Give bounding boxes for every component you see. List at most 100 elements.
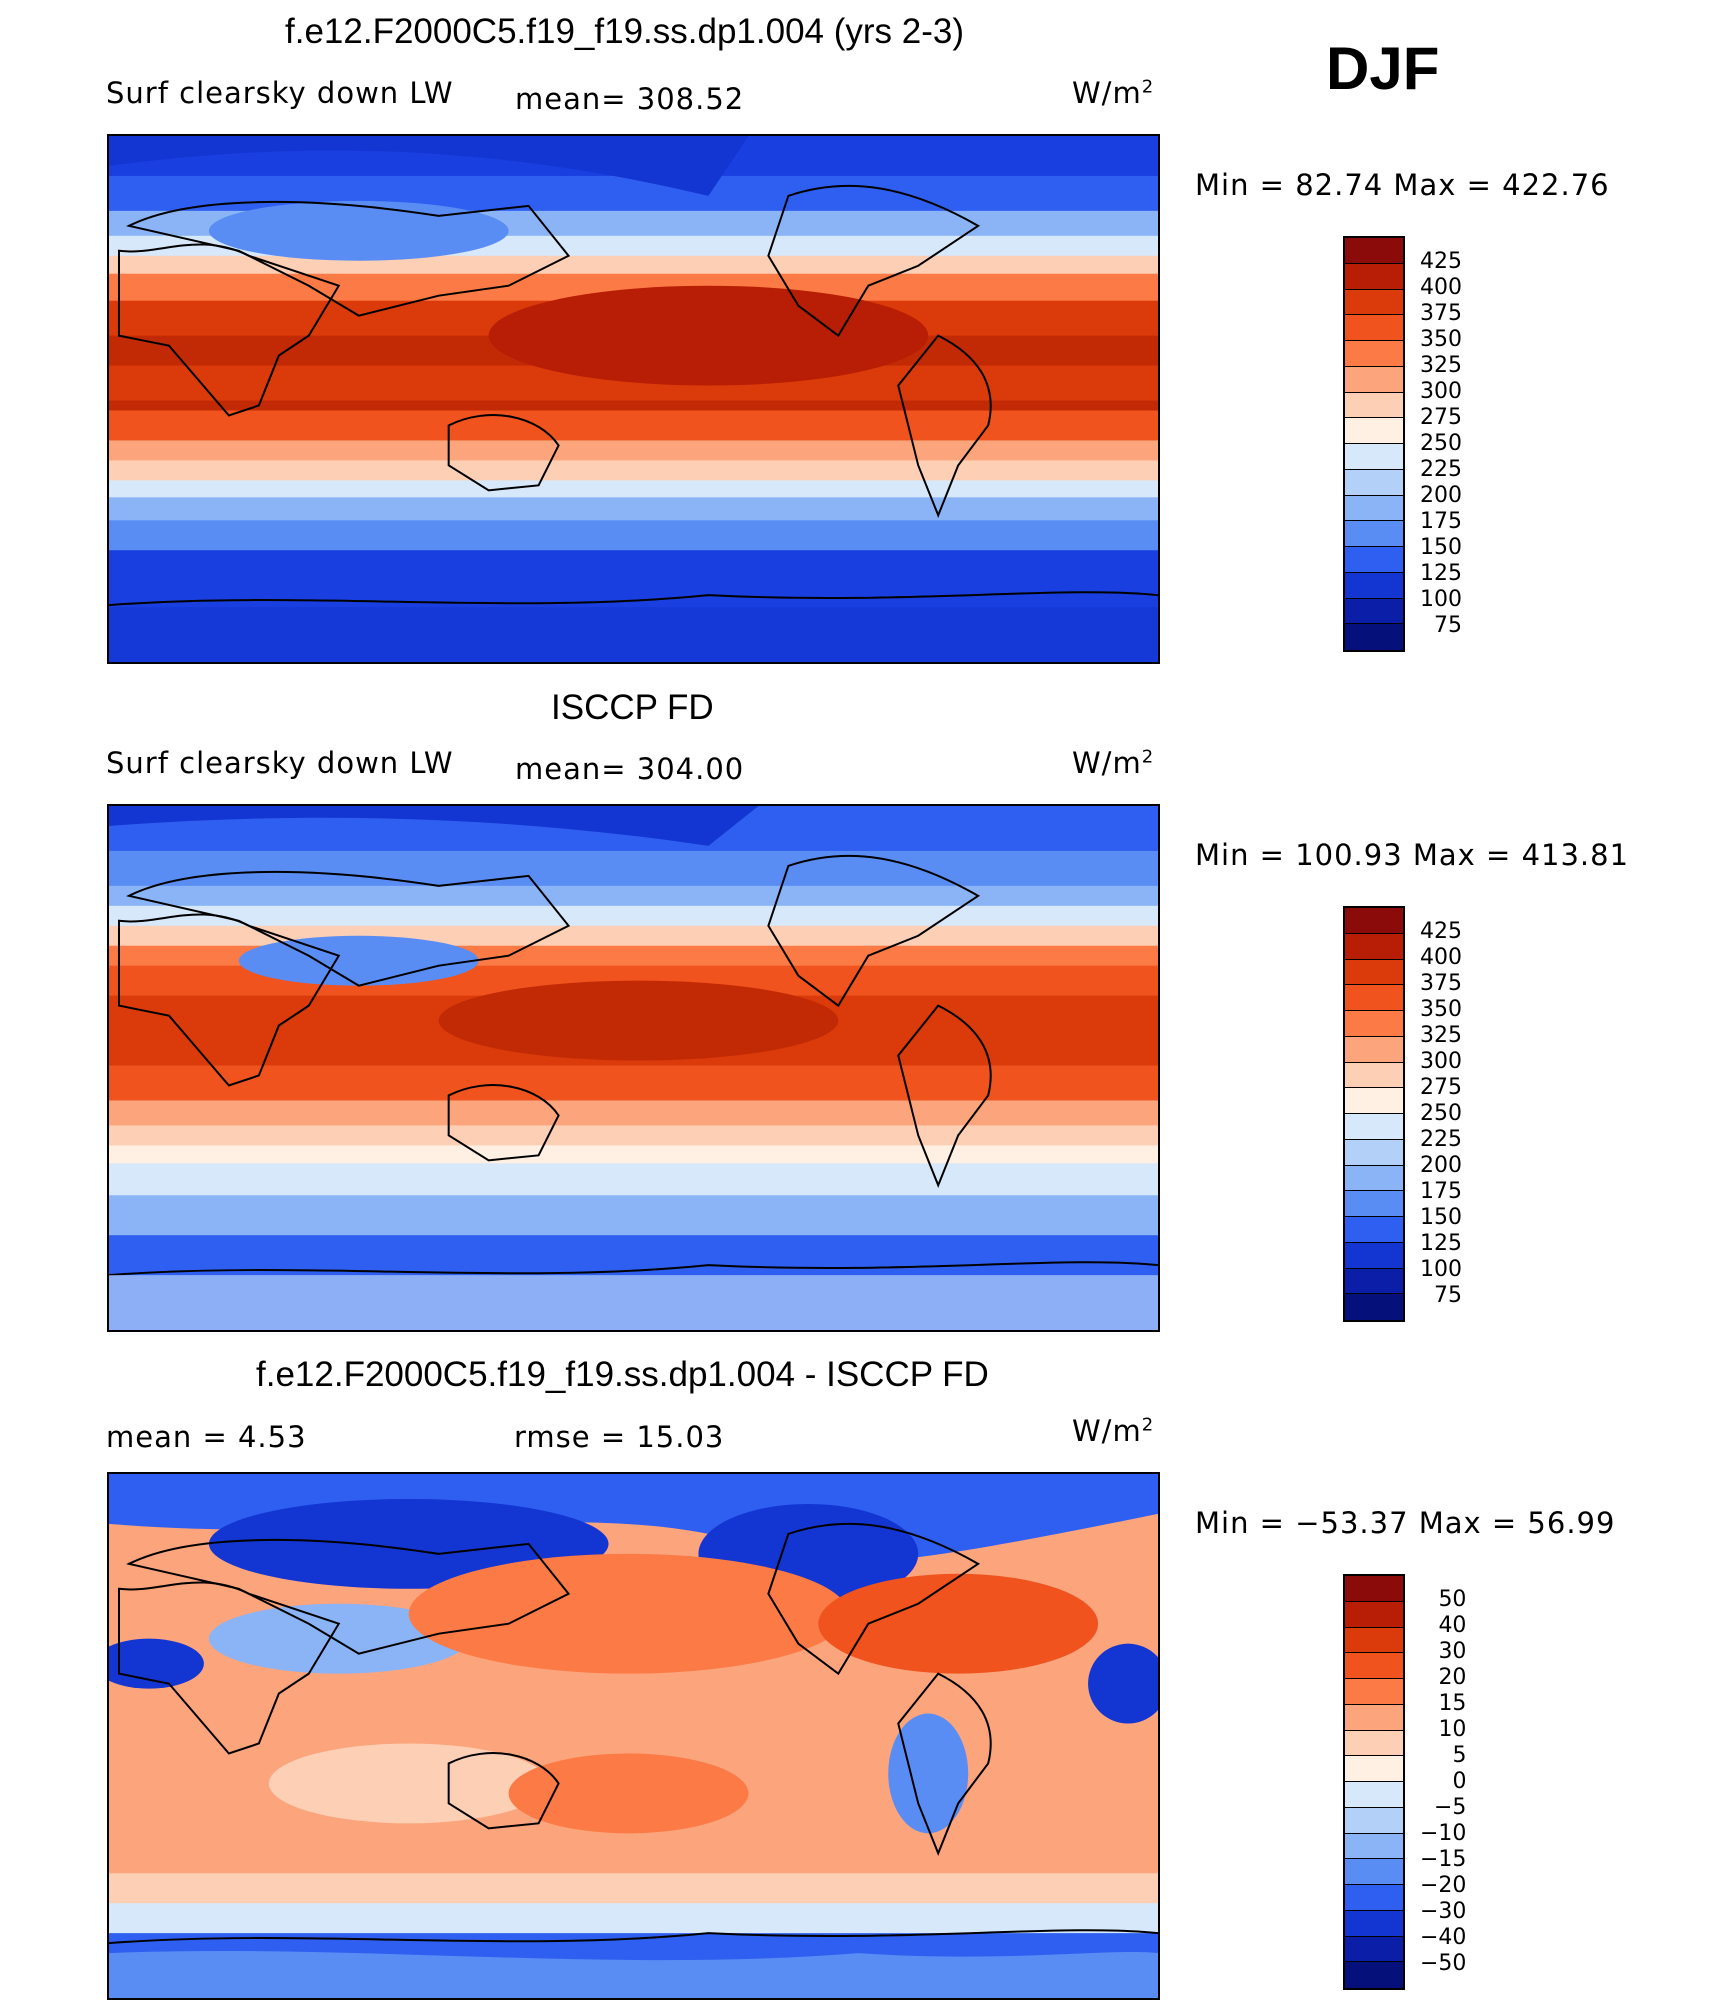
- colorbar-swatch: [1345, 959, 1403, 986]
- colorbar-tick-label: 40: [1438, 1613, 1467, 1638]
- colorbar-swatch: [1345, 366, 1403, 393]
- colorbar-swatch: [1345, 1627, 1403, 1654]
- colorbar-tick-label: 250: [1420, 1101, 1462, 1126]
- panel-1-map: [107, 134, 1160, 664]
- colorbar-tick-label: 50: [1438, 1587, 1467, 1612]
- colorbar-tick-label: 125: [1420, 1231, 1462, 1256]
- colorbar-tick-label: 10: [1438, 1717, 1467, 1742]
- colorbar-tick-label: 125: [1420, 561, 1462, 586]
- panel-3-colorbar-labels: 50 40 30 20 15 10 5 0 −5 −10 −15 −20 −30 −40 −50: [1420, 1587, 1466, 1977]
- colorbar-tick-label: −20: [1420, 1873, 1467, 1898]
- colorbar-swatch: [1345, 1036, 1403, 1063]
- colorbar-swatch: [1345, 1268, 1403, 1295]
- colorbar-tick-label: −40: [1420, 1925, 1467, 1950]
- colorbar-swatch: [1345, 1165, 1403, 1192]
- panel-3-title: f.e12.F2000C5.f19_f19.ss.dp1.004 - ISCCP…: [256, 1355, 989, 1394]
- panel-3-map: [107, 1472, 1160, 2000]
- colorbar-swatch: [1345, 1294, 1403, 1320]
- colorbar-swatch: [1345, 1807, 1403, 1834]
- panel-2-map: [107, 804, 1160, 1332]
- colorbar-tick-label: 175: [1420, 1179, 1462, 1204]
- colorbar-swatch: [1345, 521, 1403, 547]
- colorbar-tick-label: 375: [1420, 971, 1462, 996]
- colorbar-swatch: [1345, 263, 1403, 290]
- panel-3-units: W/m2: [1072, 1414, 1155, 1448]
- colorbar-swatch: [1345, 289, 1403, 316]
- colorbar-swatch: [1345, 444, 1403, 470]
- colorbar-tick-label: −10: [1420, 1821, 1467, 1846]
- colorbar-tick-label: 275: [1420, 1075, 1462, 1100]
- colorbar-tick-label: 350: [1420, 997, 1462, 1022]
- colorbar-swatch: [1345, 1936, 1403, 1963]
- colorbar-tick-label: 200: [1420, 1153, 1462, 1178]
- colorbar-swatch: [1345, 572, 1403, 599]
- panel-3-colorbar: [1343, 1574, 1405, 1990]
- panel-3-rmse-label: rmse = 15.03: [514, 1420, 725, 1454]
- panel-1-mean-label: mean= 308.52: [515, 82, 745, 116]
- panel-2-mean-label: mean= 304.00: [515, 752, 745, 786]
- colorbar-swatch: [1345, 1011, 1403, 1037]
- panel-2-units: W/m2: [1072, 746, 1155, 780]
- colorbar-tick-label: 375: [1420, 301, 1462, 326]
- colorbar-swatch: [1345, 933, 1403, 960]
- colorbar-tick-label: 250: [1420, 431, 1462, 456]
- colorbar-tick-label: 20: [1438, 1665, 1467, 1690]
- colorbar-swatch: [1345, 1756, 1403, 1782]
- panel-1-title: f.e12.F2000C5.f19_f19.ss.dp1.004 (yrs 2-…: [285, 12, 965, 51]
- colorbar-tick-label: 100: [1420, 587, 1462, 612]
- colorbar-swatch: [1345, 315, 1403, 341]
- colorbar-swatch: [1345, 598, 1403, 625]
- colorbar-tick-label: 75: [1434, 613, 1462, 638]
- colorbar-swatch: [1345, 341, 1403, 367]
- colorbar-swatch: [1345, 418, 1403, 444]
- colorbar-swatch: [1345, 1062, 1403, 1089]
- colorbar-tick-label: 0: [1452, 1769, 1467, 1794]
- colorbar-tick-label: 425: [1420, 919, 1462, 944]
- panel-2-minmax: Min = 100.93 Max = 413.81: [1195, 838, 1630, 872]
- colorbar-tick-label: 175: [1420, 509, 1462, 534]
- colorbar-tick-label: 275: [1420, 405, 1462, 430]
- colorbar-tick-label: 325: [1420, 1023, 1462, 1048]
- colorbar-swatch: [1345, 1088, 1403, 1114]
- colorbar-tick-label: 30: [1438, 1639, 1467, 1664]
- panel-2-title: ISCCP FD: [551, 688, 714, 727]
- panel-2-colorbar-labels: 425 400 375 350 325 300 275 250 225 200 175 150 125 1…: [1420, 919, 1462, 1309]
- panel-1-units: W/m2: [1072, 76, 1155, 110]
- colorbar-swatch: [1345, 469, 1403, 496]
- colorbar-tick-label: 350: [1420, 327, 1462, 352]
- panel-1-variable-label: Surf clearsky down LW: [106, 76, 454, 110]
- colorbar-swatch: [1345, 624, 1403, 650]
- colorbar-tick-label: −50: [1420, 1951, 1467, 1976]
- colorbar-swatch: [1345, 1601, 1403, 1628]
- colorbar-tick-label: 325: [1420, 353, 1462, 378]
- panel-3-minmax: Min = −53.37 Max = 56.99: [1195, 1506, 1616, 1540]
- colorbar-tick-label: 300: [1420, 1049, 1462, 1074]
- colorbar-tick-label: −30: [1420, 1899, 1467, 1924]
- colorbar-swatch: [1345, 1191, 1403, 1217]
- colorbar-tick-label: 100: [1420, 1257, 1462, 1282]
- colorbar-swatch: [1345, 1704, 1403, 1731]
- colorbar-tick-label: 400: [1420, 945, 1462, 970]
- colorbar-swatch: [1345, 1217, 1403, 1243]
- colorbar-tick-label: 400: [1420, 275, 1462, 300]
- colorbar-tick-label: −15: [1420, 1847, 1467, 1872]
- colorbar-tick-label: 425: [1420, 249, 1462, 274]
- colorbar-swatch: [1345, 1679, 1403, 1705]
- colorbar-swatch: [1345, 1653, 1403, 1679]
- colorbar-tick-label: 300: [1420, 379, 1462, 404]
- colorbar-swatch: [1345, 1242, 1403, 1269]
- colorbar-swatch: [1345, 1910, 1403, 1937]
- panel-2-variable-label: Surf clearsky down LW: [106, 746, 454, 780]
- colorbar-swatch: [1345, 495, 1403, 522]
- colorbar-swatch: [1345, 1833, 1403, 1860]
- colorbar-swatch: [1345, 1885, 1403, 1911]
- colorbar-swatch: [1345, 392, 1403, 419]
- colorbar-swatch: [1345, 1962, 1403, 1988]
- colorbar-tick-label: 15: [1438, 1691, 1467, 1716]
- colorbar-swatch: [1345, 1139, 1403, 1166]
- colorbar-swatch: [1345, 985, 1403, 1011]
- colorbar-swatch: [1345, 1114, 1403, 1140]
- colorbar-swatch: [1345, 1576, 1403, 1602]
- colorbar-tick-label: 5: [1452, 1743, 1467, 1768]
- colorbar-tick-label: 75: [1434, 1283, 1462, 1308]
